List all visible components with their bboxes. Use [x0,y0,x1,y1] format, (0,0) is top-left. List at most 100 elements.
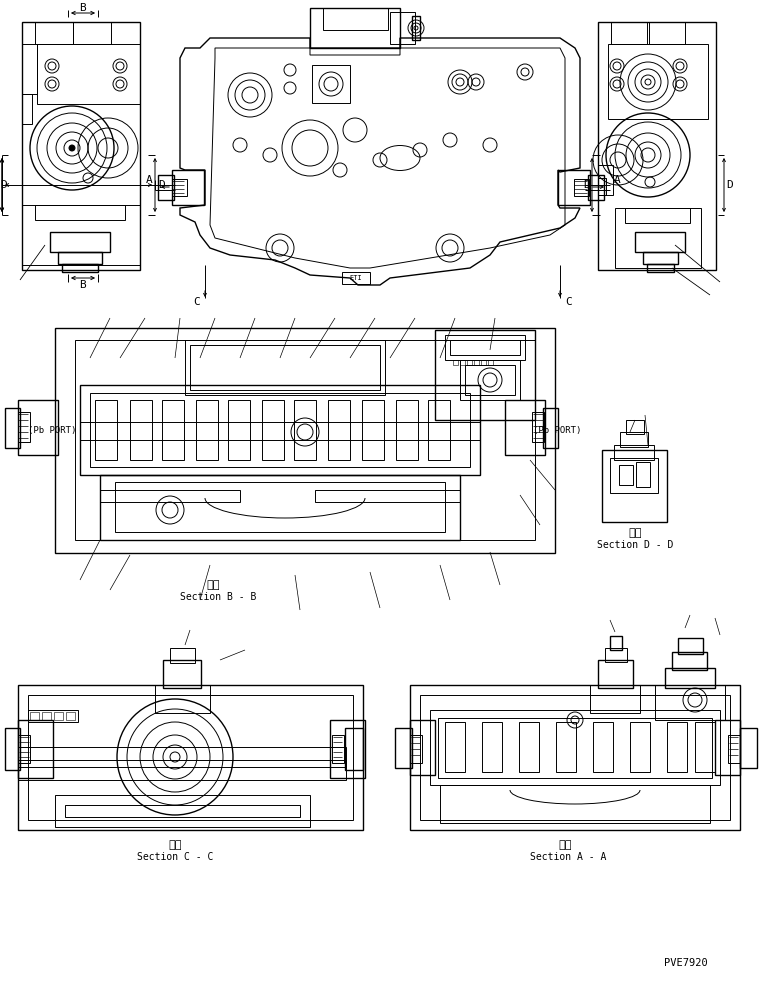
Bar [66,712,75,720]
Bar [100,475,460,540]
Bar [5,408,20,448]
Bar [42,712,51,720]
Bar [162,400,184,460]
Bar [620,432,648,447]
Bar [598,165,613,195]
Bar [90,393,470,467]
Text: 断面: 断面 [628,528,642,538]
Text: Section C - C: Section C - C [137,852,213,862]
Bar [172,170,204,205]
Bar [312,65,350,103]
Bar [598,660,633,688]
Bar [412,16,420,40]
Bar [185,340,385,395]
Bar [100,490,240,502]
Bar [636,462,650,487]
Bar [75,340,535,540]
Bar [323,8,388,30]
Bar [65,805,300,817]
Bar [390,12,415,44]
Bar [605,648,627,662]
Bar [18,720,53,778]
Bar [608,44,708,119]
Bar [505,400,545,455]
Text: 断面: 断面 [559,840,572,850]
Bar [420,695,730,820]
Bar [410,685,740,830]
Bar [430,710,720,785]
Bar [35,205,125,220]
Bar [262,400,284,460]
Bar [445,335,525,360]
Text: Section B - B: Section B - B [180,592,256,602]
Bar [28,695,353,820]
Bar [345,728,363,770]
Bar [5,728,20,770]
Bar [55,328,555,553]
Bar [190,345,380,390]
Bar [611,22,649,44]
Bar [54,712,63,720]
Bar [635,232,685,252]
Bar [22,94,32,124]
Bar [467,360,472,365]
Bar [619,465,633,485]
Bar [588,175,604,200]
Bar [445,722,465,772]
Bar [18,747,346,767]
Bar [115,482,445,532]
Bar [593,722,613,772]
Bar [574,179,589,196]
Bar [22,205,140,265]
Text: 断面: 断面 [168,840,182,850]
Bar [532,412,544,442]
Bar [460,360,520,400]
Bar [665,668,715,688]
Bar [615,208,701,268]
Bar [598,178,606,195]
Bar [610,636,622,650]
Bar [37,44,140,104]
Bar [196,400,218,460]
Text: B: B [79,3,86,13]
Text: B: B [79,280,86,290]
Bar [294,400,316,460]
Bar [22,22,140,270]
Text: PVE7920: PVE7920 [664,958,708,968]
Text: Section A - A: Section A - A [530,852,607,862]
Bar [558,170,590,205]
Bar [438,718,712,778]
Bar [130,400,152,460]
Text: (Pb PORT): (Pb PORT) [533,425,581,434]
Circle shape [69,145,75,151]
Bar [18,400,58,455]
Bar [440,785,710,823]
Bar [715,720,740,775]
Bar [519,722,539,772]
Bar [655,685,725,720]
Bar [95,400,117,460]
Text: D: D [0,180,7,190]
Bar [55,795,310,827]
Text: ETI: ETI [350,275,363,281]
Text: D: D [726,180,733,190]
Bar [474,360,479,365]
Bar [667,722,687,772]
Bar [342,272,370,284]
Bar [482,722,502,772]
Bar [598,22,716,270]
Text: 断面: 断面 [207,580,219,590]
Bar [465,365,515,395]
Bar [672,652,707,670]
Bar [453,360,458,365]
Text: C: C [565,297,572,307]
Bar [460,360,465,365]
Bar [50,232,110,252]
Text: A: A [614,175,621,185]
Bar [315,490,460,502]
Bar [610,458,658,493]
Bar [80,385,480,475]
Text: D: D [583,180,590,190]
Text: (Pb PORT): (Pb PORT) [28,425,76,434]
Bar [330,720,365,778]
